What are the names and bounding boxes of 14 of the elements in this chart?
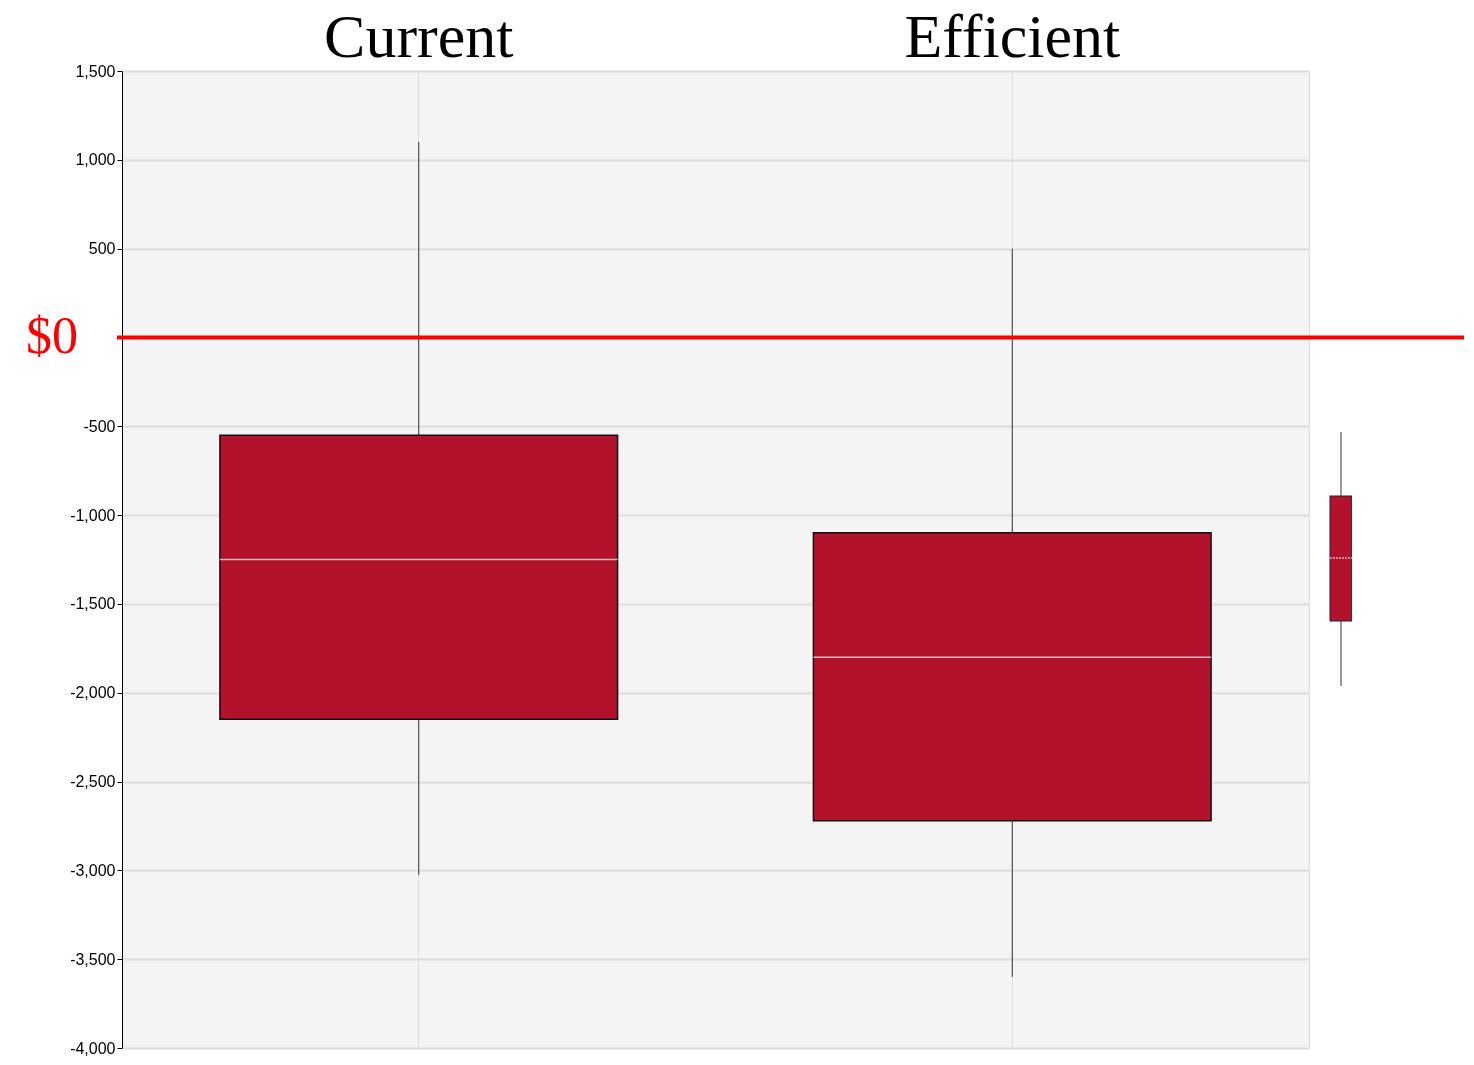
y-tick-label: 1,000	[75, 151, 116, 169]
y-tick-label: -3,000	[70, 861, 116, 879]
y-tick-label: 500	[88, 240, 116, 258]
y-tick-label: -2,000	[70, 684, 116, 702]
y-tick-label: -4,000	[70, 1039, 116, 1057]
y-tick-label: -500	[83, 417, 116, 435]
y-tick-label: -1,000	[70, 506, 116, 524]
y-tick-label: -3,500	[70, 950, 116, 968]
x-tick-label: Efficient	[904, 1, 1121, 70]
y-tick-label: -1,500	[70, 595, 116, 613]
x-tick-label: Current	[324, 1, 514, 70]
y-tick-label: -2,500	[70, 773, 116, 791]
y-tick-label: 1,500	[75, 62, 116, 80]
ref-line-label: $0	[26, 307, 78, 365]
